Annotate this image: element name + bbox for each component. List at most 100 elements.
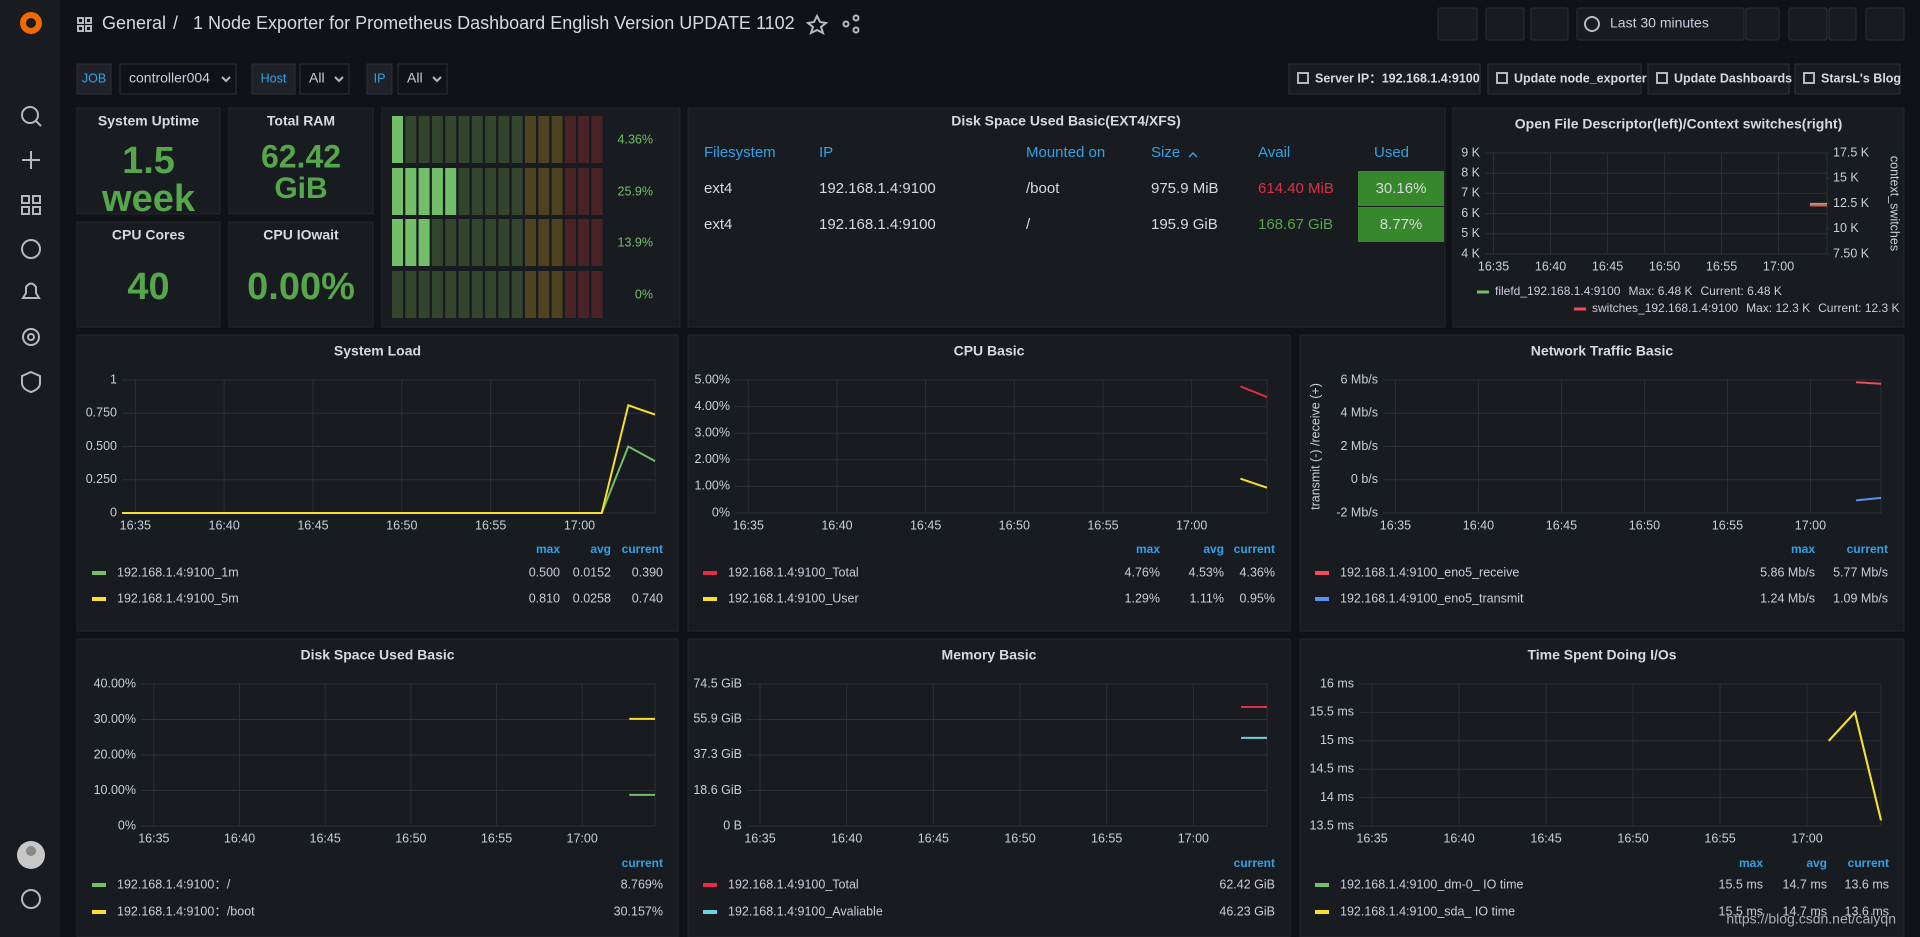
bar-gauge-label: 13.9%	[618, 235, 653, 249]
gauge-cell	[525, 271, 536, 318]
refresh-button[interactable]	[1788, 7, 1828, 41]
grafana-logo[interactable]	[20, 12, 42, 34]
legend-header[interactable]: current	[1234, 856, 1275, 870]
help-icon[interactable]	[21, 889, 41, 909]
legend-header[interactable]: max	[536, 542, 560, 556]
table-header[interactable]: Filesystem	[704, 144, 776, 161]
legend-name[interactable]: 192.168.1.4:9100_Total	[728, 877, 859, 891]
table-header[interactable]: Used	[1374, 144, 1409, 161]
dashboard-link[interactable]	[1794, 63, 1901, 95]
search-icon[interactable]	[21, 106, 42, 127]
tv-mode-button[interactable]	[1865, 7, 1905, 41]
config-icon[interactable]	[22, 328, 40, 346]
legend-name[interactable]: 192.168.1.4:9100_User	[728, 591, 859, 605]
breadcrumb-root[interactable]: General	[102, 13, 166, 33]
legend-name[interactable]: 192.168.1.4:9100_eno5_receive	[1340, 565, 1519, 579]
zoom-out-button[interactable]	[1745, 7, 1780, 41]
y-axis-label: transmit (-) /receive (+)	[1308, 383, 1322, 510]
legend-header[interactable]: current	[622, 542, 663, 556]
table-header[interactable]: Size	[1151, 144, 1180, 161]
legend-name[interactable]: 192.168.1.4:9100_1m	[117, 565, 239, 579]
legend-header[interactable]: avg	[1203, 542, 1224, 556]
legend-header[interactable]: avg	[1806, 856, 1827, 870]
legend-swatch	[92, 571, 106, 575]
y-tick-label: 6 Mb/s	[1340, 372, 1378, 386]
x-tick-label: 16:45	[1592, 259, 1623, 273]
stat-panel	[76, 221, 221, 328]
gauge-cell	[511, 271, 523, 318]
legend-header[interactable]: current	[1234, 542, 1275, 556]
series-line	[122, 403, 656, 514]
legend-name[interactable]: switches_192.168.1.4:9100	[1592, 301, 1738, 315]
star-button[interactable]	[805, 13, 829, 35]
y-tick-label: 5 K	[1461, 226, 1480, 240]
legend-header[interactable]: max	[1791, 542, 1815, 556]
variable-select[interactable]	[119, 63, 237, 95]
shield-icon[interactable]	[21, 370, 41, 394]
dashboards-icon[interactable]	[21, 195, 41, 215]
refresh-interval[interactable]	[1828, 7, 1857, 41]
avatar[interactable]	[17, 841, 45, 869]
gauge-cell	[485, 219, 497, 266]
clock-icon	[1584, 16, 1600, 32]
settings-button[interactable]	[1530, 7, 1569, 41]
legend-name[interactable]: 192.168.1.4:9100_Avaliable	[728, 904, 883, 918]
create-icon[interactable]	[22, 151, 40, 169]
legend-header[interactable]: current	[622, 856, 663, 870]
gauge-cell	[551, 168, 563, 215]
alerting-icon[interactable]	[21, 282, 41, 299]
dashboard-title[interactable]: 1 Node Exporter for Prometheus Dashboard…	[193, 13, 795, 33]
x-tick-label: 16:40	[1535, 259, 1566, 273]
legend-header[interactable]: max	[1739, 856, 1763, 870]
chevron	[221, 76, 231, 83]
y-tick-label: 0%	[118, 818, 136, 832]
link-text: StarsL's Blog	[1821, 71, 1901, 85]
table-header[interactable]: Mounted on	[1026, 144, 1105, 161]
legend-header[interactable]: current	[1847, 542, 1888, 556]
legend-name[interactable]: 192.168.1.4:9100_dm-0_ IO time	[1340, 877, 1524, 891]
dashboard-link[interactable]	[1487, 63, 1642, 95]
series-line	[1856, 381, 1882, 385]
legend-name[interactable]: 192.168.1.4:9100：/	[117, 877, 231, 891]
table-cell: 168.67 GiB	[1258, 216, 1333, 233]
x-tick-label: 16:55	[1087, 518, 1118, 532]
x-tick-label: 16:45	[1546, 518, 1577, 532]
explore-icon[interactable]	[21, 239, 41, 259]
save-button[interactable]	[1485, 7, 1525, 41]
legend-name[interactable]: 192.168.1.4:9100_sda_ IO time	[1340, 904, 1515, 918]
panel-title: Time Spent Doing I/Os	[1527, 647, 1676, 663]
add-panel-button[interactable]	[1437, 7, 1478, 41]
legend-name[interactable]: 192.168.1.4:9100：/boot	[117, 904, 255, 918]
x-tick-label: 17:00	[567, 831, 598, 845]
time-picker[interactable]	[1576, 7, 1745, 41]
dashboard-link[interactable]	[1288, 63, 1481, 95]
table-cell: ext4	[704, 180, 732, 197]
legend-name[interactable]: 192.168.1.4:9100_eno5_transmit	[1340, 591, 1524, 605]
x-tick-label: 16:40	[224, 831, 255, 845]
y-tick-label: 15.5 ms	[1310, 705, 1354, 719]
dashboard-link[interactable]	[1647, 63, 1790, 95]
gauge-cell	[538, 116, 550, 163]
table-header[interactable]: Avail	[1258, 144, 1290, 161]
variable-label: JOB	[82, 71, 106, 85]
y-tick-label: 3.00%	[695, 425, 730, 439]
legend-header[interactable]: avg	[590, 542, 611, 556]
legend-swatch	[1315, 571, 1329, 575]
gauge-cell	[418, 271, 430, 318]
legend-header[interactable]: max	[1136, 542, 1160, 556]
x-tick-label: 16:50	[999, 518, 1030, 532]
legend-stat: 0.0152	[573, 565, 611, 579]
stat-unit: GiB	[274, 172, 327, 205]
time-range[interactable]: Last 30 minutes	[1610, 15, 1709, 31]
share-button[interactable]	[842, 14, 860, 34]
legend-swatch	[1315, 597, 1329, 601]
legend-name[interactable]: 192.168.1.4:9100_Total	[728, 565, 859, 579]
gauge-cell	[538, 271, 550, 318]
bar-gauge-row	[392, 271, 603, 318]
table-cell: 8.77%	[1380, 216, 1423, 233]
legend-name[interactable]: 192.168.1.4:9100_5m	[117, 591, 239, 605]
table-header[interactable]: IP	[819, 144, 833, 161]
legend-name[interactable]: filefd_192.168.1.4:9100	[1495, 284, 1621, 298]
legend-header[interactable]: current	[1848, 856, 1889, 870]
legend-stat: 46.23 GiB	[1219, 904, 1275, 918]
